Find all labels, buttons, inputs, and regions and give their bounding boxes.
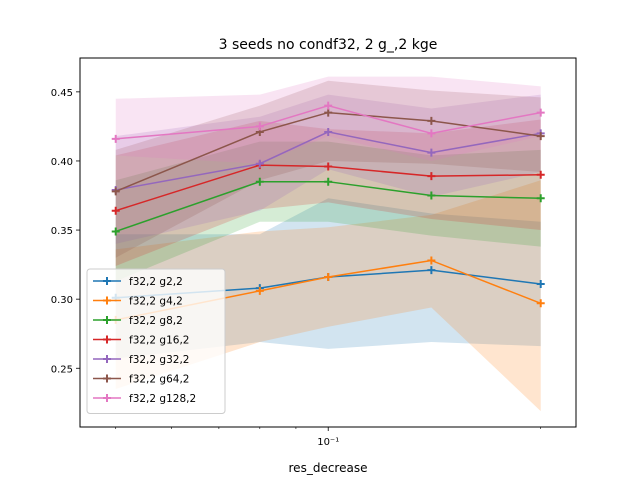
data-point-f32-2-g16-2 bbox=[427, 172, 436, 181]
data-point-f32-2-g4-2 bbox=[324, 273, 333, 282]
legend-swatch-marker bbox=[103, 316, 111, 324]
data-point-f32-2-g8-2 bbox=[536, 194, 545, 203]
legend-label: f32,2 g8,2 bbox=[129, 315, 183, 327]
data-point-f32-2-g8-2 bbox=[111, 227, 120, 236]
band-f32-2-g64-2 bbox=[115, 80, 541, 258]
data-point-f32-2-g8-2 bbox=[427, 191, 436, 200]
data-point-f32-2-g32-2 bbox=[427, 148, 436, 157]
data-point-f32-2-g2-2 bbox=[536, 279, 545, 288]
band-f32-2-g16-2 bbox=[115, 119, 541, 266]
data-point-f32-2-g32-2 bbox=[255, 159, 264, 168]
data-point-f32-2-g8-2 bbox=[324, 177, 333, 186]
legend-label: f32,2 g128,2 bbox=[129, 393, 196, 405]
data-point-f32-2-g8-2 bbox=[255, 177, 264, 186]
legend-label: f32,2 g2,2 bbox=[129, 276, 183, 288]
y-tick-label: 0.25 bbox=[51, 364, 73, 375]
chart-title: 3 seeds no condf32, 2 g_,2 kge bbox=[219, 37, 438, 53]
data-point-f32-2-g32-2 bbox=[324, 127, 333, 136]
x-axis-label: res_decrease bbox=[289, 461, 368, 475]
data-point-f32-2-g128-2 bbox=[324, 101, 333, 110]
legend-label: f32,2 g16,2 bbox=[129, 335, 189, 347]
data-point-f32-2-g16-2 bbox=[324, 162, 333, 171]
legend-swatch-marker bbox=[103, 374, 111, 383]
band-f32-2-g128-2 bbox=[115, 76, 541, 164]
legend-swatch-marker bbox=[103, 296, 111, 305]
y-tick-label: 0.40 bbox=[51, 157, 73, 168]
data-point-f32-2-g64-2 bbox=[427, 116, 436, 125]
data-point-f32-2-g4-2 bbox=[536, 299, 545, 308]
legend-label: f32,2 g32,2 bbox=[129, 354, 189, 366]
data-point-f32-2-g16-2 bbox=[536, 170, 545, 179]
legend-label: f32,2 g64,2 bbox=[129, 374, 189, 386]
data-point-f32-2-g16-2 bbox=[111, 206, 120, 215]
legend-swatch-marker bbox=[103, 394, 111, 402]
legend-label: f32,2 g4,2 bbox=[129, 296, 183, 308]
data-point-f32-2-g2-2 bbox=[427, 266, 436, 275]
legend-swatch-marker bbox=[103, 335, 111, 344]
axis-ticks: 0.25 0.30 0.35 0.40 0.45 10⁻¹ bbox=[51, 88, 542, 448]
y-tick-label: 0.45 bbox=[51, 88, 73, 99]
legend-swatch-marker bbox=[103, 277, 111, 285]
legend: f32,2 g2,2 f32,2 g4,2 f32,2 g8,2 f32,2 g16,… bbox=[86, 268, 226, 414]
data-point-f32-2-g4-2 bbox=[255, 286, 264, 295]
y-tick-label: 0.30 bbox=[51, 295, 73, 306]
legend-swatch-marker bbox=[103, 355, 111, 363]
data-point-f32-2-g4-2 bbox=[427, 256, 436, 265]
data-point-f32-2-g64-2 bbox=[324, 108, 333, 117]
data-point-f32-2-g128-2 bbox=[111, 134, 120, 143]
data-point-f32-2-g128-2 bbox=[427, 129, 436, 138]
data-point-f32-2-g64-2 bbox=[536, 132, 545, 141]
data-point-f32-2-g128-2 bbox=[255, 122, 264, 131]
x-tick-label: 10⁻¹ bbox=[317, 437, 339, 448]
y-tick-label: 0.35 bbox=[51, 226, 73, 237]
data-point-f32-2-g128-2 bbox=[536, 108, 545, 117]
data-point-f32-2-g64-2 bbox=[111, 187, 120, 196]
legend-box bbox=[86, 268, 226, 414]
